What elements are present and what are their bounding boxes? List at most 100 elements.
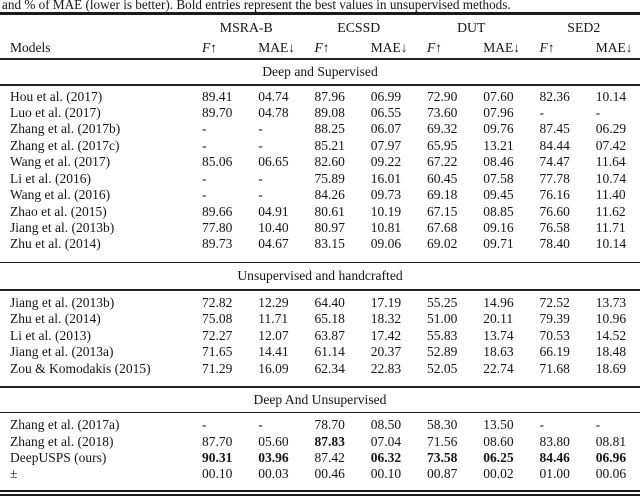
metric-value: - bbox=[539, 104, 545, 120]
metric-value: 84.46 bbox=[539, 449, 570, 465]
metric-value: 18.48 bbox=[595, 344, 627, 360]
mae-label: MAE bbox=[483, 39, 514, 55]
metric-value: 12.07 bbox=[258, 327, 289, 343]
metric-value: 60.45 bbox=[427, 170, 458, 186]
metric-value: 06.25 bbox=[483, 449, 514, 465]
metric-value: 72.52 bbox=[539, 294, 570, 310]
metric-value: 06.96 bbox=[595, 449, 627, 465]
metric-value: 88.25 bbox=[314, 121, 345, 137]
dataset-header-msra-b: MSRA-B bbox=[219, 19, 273, 35]
metric-value: 84.26 bbox=[314, 187, 345, 203]
metric-value: - bbox=[595, 104, 601, 120]
model-name: Li et al. (2016) bbox=[10, 170, 91, 186]
section-rule bbox=[0, 289, 640, 291]
metric-header-f: F↑ bbox=[190, 40, 246, 56]
metric-value: 07.58 bbox=[483, 170, 514, 186]
metric-value: 67.15 bbox=[427, 203, 458, 219]
metric-value: 22.74 bbox=[483, 360, 514, 376]
f-label: F bbox=[427, 39, 436, 55]
metric-value: 00.10 bbox=[370, 466, 402, 482]
f-label: F bbox=[314, 39, 323, 55]
metric-value: 00.06 bbox=[595, 466, 627, 482]
model-name: Wang et al. (2016) bbox=[10, 187, 111, 203]
mae-label: MAE bbox=[258, 39, 289, 55]
metric-value: 67.68 bbox=[427, 220, 458, 235]
table-row: Zhao et al. (2015) 89.66 04.91 80.61 10.19 67… bbox=[0, 204, 640, 220]
table-row: Hou et al. (2017) 89.41 04.74 87.96 06.99 72.… bbox=[0, 89, 640, 105]
metric-value: 06.99 bbox=[370, 88, 402, 104]
table-row: Jiang et al. (2013b) 72.82 12.29 64.40 17.19… bbox=[0, 295, 640, 311]
metric-value: 17.19 bbox=[370, 294, 402, 310]
metric-value: 76.60 bbox=[539, 203, 570, 219]
metric-value: - bbox=[202, 121, 207, 137]
metric-value: 00.03 bbox=[258, 466, 289, 482]
metric-value: 11.71 bbox=[595, 220, 626, 235]
metric-value: 13.50 bbox=[483, 417, 514, 433]
metric-value: 52.05 bbox=[427, 360, 458, 376]
section-title-deep-unsupervised: Deep And Unsupervised bbox=[253, 391, 387, 407]
table-row: Luo et al. (2017) 89.70 04.78 89.08 06.55 73.… bbox=[0, 105, 640, 121]
metric-value: 16.01 bbox=[370, 170, 402, 186]
metric-value: 82.36 bbox=[539, 88, 570, 104]
down-arrow-icon: ↓ bbox=[513, 39, 520, 55]
section-rule bbox=[0, 411, 640, 414]
mae-label: MAE bbox=[370, 39, 401, 55]
metric-value: 58.30 bbox=[427, 417, 458, 433]
metric-value: 05.60 bbox=[258, 433, 289, 449]
metric-value: 10.81 bbox=[370, 220, 402, 235]
metric-value: 08.85 bbox=[483, 203, 514, 219]
table-row: Wang et al. (2016) - - 84.26 09.73 69.18 09.45… bbox=[0, 187, 640, 203]
down-arrow-icon: ↓ bbox=[400, 39, 408, 55]
dataset-header-ecssd: ECSSD bbox=[337, 19, 381, 35]
metric-value: 11.64 bbox=[595, 154, 626, 170]
model-name: Zou & Komodakis (2015) bbox=[10, 360, 151, 376]
metric-value: 13.74 bbox=[483, 327, 514, 343]
metric-value: 69.02 bbox=[427, 236, 458, 252]
up-arrow-icon: ↑ bbox=[435, 39, 442, 55]
metric-value: 72.27 bbox=[202, 327, 233, 343]
metric-value: 09.76 bbox=[483, 121, 514, 137]
metric-value: 83.15 bbox=[314, 236, 345, 252]
metric-value: 89.73 bbox=[202, 236, 233, 252]
metric-value: 75.08 bbox=[202, 311, 233, 327]
metric-value: 73.60 bbox=[427, 104, 458, 120]
metric-value: 11.62 bbox=[595, 203, 626, 219]
metric-value: 10.14 bbox=[595, 236, 627, 252]
metric-value: 00.46 bbox=[314, 466, 345, 482]
metric-header-mae: MAE↓ bbox=[246, 40, 302, 56]
metric-value: 10.14 bbox=[595, 88, 627, 104]
metric-value: 12.29 bbox=[258, 294, 289, 310]
metric-value: 73.58 bbox=[427, 449, 458, 465]
metric-value: 78.40 bbox=[539, 236, 570, 252]
table-row: Jiang et al. (2013b) 77.80 10.40 80.97 10.81… bbox=[0, 220, 640, 236]
metric-value: 07.04 bbox=[370, 433, 402, 449]
up-arrow-icon: ↑ bbox=[210, 39, 217, 55]
metric-value: 61.14 bbox=[314, 344, 345, 360]
metric-value: 83.80 bbox=[539, 433, 570, 449]
table-caption-text: and % of MAE (lower is better). Bold ent… bbox=[2, 0, 511, 12]
table-row: Li et al. (2013) 72.27 12.07 63.87 17.42 55.8… bbox=[0, 328, 640, 344]
dataset-header-sed2: SED2 bbox=[567, 19, 601, 35]
metric-value: 90.31 bbox=[202, 449, 233, 465]
metric-value: 13.21 bbox=[483, 137, 514, 153]
metric-value: 72.90 bbox=[427, 88, 458, 104]
metric-value: - bbox=[258, 121, 263, 137]
metric-value: 72.82 bbox=[202, 294, 233, 310]
metric-header-f: F↑ bbox=[415, 40, 471, 56]
metric-value: 09.16 bbox=[483, 220, 514, 235]
metric-value: 06.55 bbox=[370, 104, 402, 120]
table-row: DeepUSPS (ours) 90.31 03.96 87.42 06.32 73.58… bbox=[0, 450, 640, 466]
metric-value: 08.60 bbox=[483, 433, 514, 449]
metric-value: 11.40 bbox=[595, 187, 626, 203]
table-caption: and % of MAE (lower is better). Bold ent… bbox=[0, 0, 640, 12]
metric-value: - bbox=[595, 417, 601, 433]
metric-value: 52.89 bbox=[427, 344, 458, 360]
metric-value: 09.06 bbox=[370, 236, 402, 252]
metric-value: 69.32 bbox=[427, 121, 458, 137]
metric-value: 22.83 bbox=[370, 360, 402, 376]
model-name: Wang et al. (2017) bbox=[10, 154, 111, 170]
metric-value: 76.16 bbox=[539, 187, 570, 203]
metric-value: 87.70 bbox=[202, 433, 233, 449]
metric-value: 55.25 bbox=[427, 294, 458, 310]
metric-value: 18.32 bbox=[370, 311, 402, 327]
